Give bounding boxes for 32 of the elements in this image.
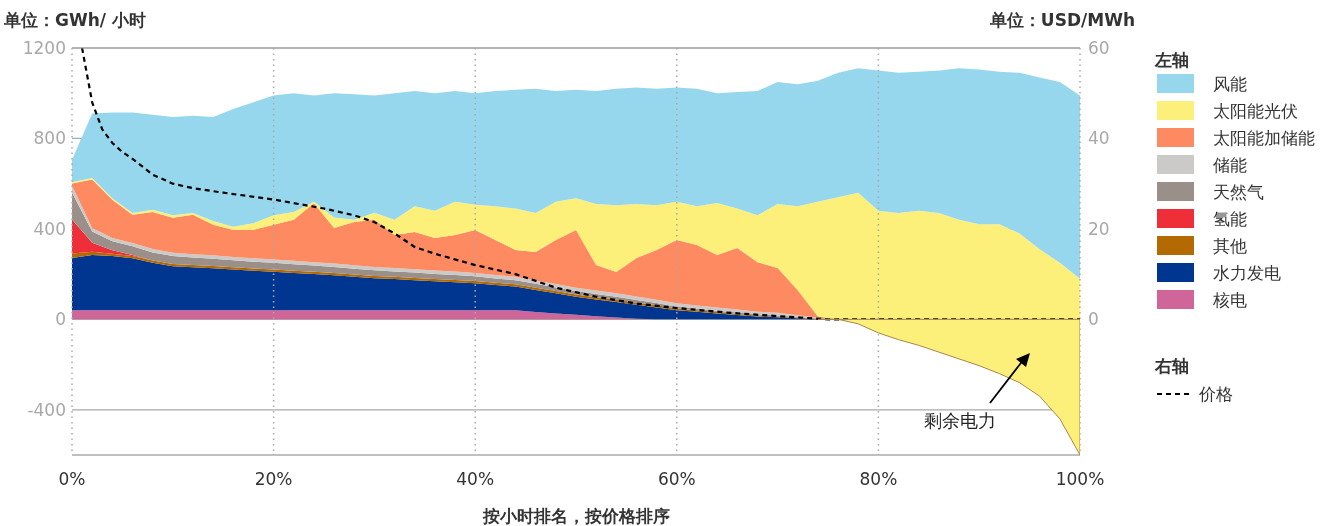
y-tick-label: 0	[55, 309, 66, 330]
legend-label: 太阳能光伏	[1213, 100, 1298, 121]
text: 右轴	[1154, 356, 1189, 376]
x-tick-label: 0%	[58, 469, 86, 489]
legend-label: 太阳能加储能	[1213, 127, 1315, 148]
legend-label: 价格	[1198, 383, 1233, 404]
y-axis-title: 单位：GWh/ 小时	[3, 10, 146, 30]
y2-tick-label: 40	[1088, 128, 1110, 149]
x-tick-label: 60%	[657, 469, 696, 489]
x-tick-label: 40%	[456, 469, 495, 489]
y-tick-label: 1200	[22, 37, 66, 58]
y-tick-label: 400	[33, 218, 66, 239]
legend-title: 左轴	[1154, 50, 1189, 70]
legend-label: 核电	[1212, 289, 1247, 310]
y2-tick-label: 0	[1088, 309, 1099, 330]
legend-label: 风能	[1213, 73, 1247, 94]
x-axis-title: 按小时排名，按价格排序	[481, 506, 670, 526]
y-tick-label: 800	[33, 128, 66, 149]
legend-label: 储能	[1213, 154, 1247, 175]
y-tick-label: -400	[27, 399, 66, 420]
y2-axis-title: 单位：USD/MWh	[988, 10, 1135, 30]
legend-label: 天然气	[1213, 181, 1264, 202]
x-tick-label: 100%	[1055, 469, 1105, 489]
legend-label: 其他	[1213, 235, 1247, 256]
annotation: 剩余电力	[924, 410, 996, 431]
y2-tick-label: 60	[1088, 37, 1110, 58]
legend-label: 氢能	[1213, 208, 1247, 229]
x-tick-label: 80%	[859, 469, 898, 489]
legend-label: 水力发电	[1213, 262, 1281, 283]
y2-tick-label: 20	[1088, 218, 1110, 239]
x-tick-label: 20%	[254, 469, 293, 489]
line-series	[80, 48, 1080, 321]
